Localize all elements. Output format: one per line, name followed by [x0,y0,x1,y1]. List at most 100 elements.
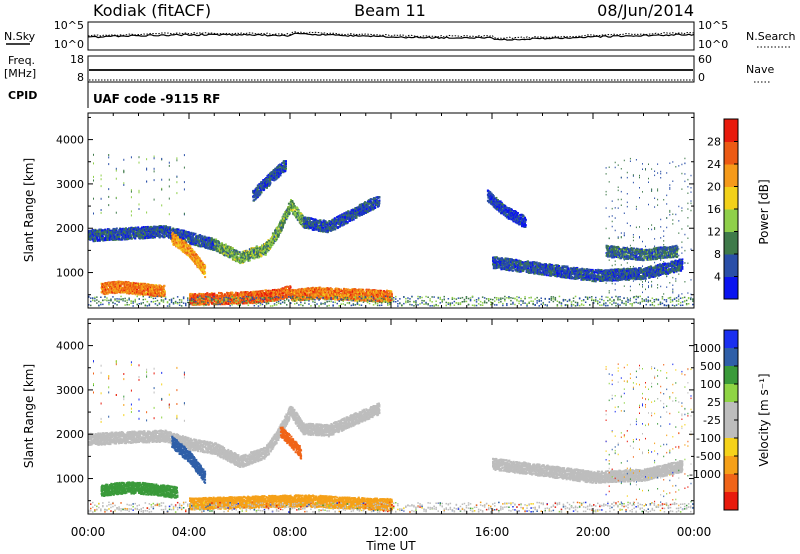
scatter-cell-0 [153,225,156,228]
scatter-cell-5 [112,283,115,286]
scatter-cell-0 [167,235,170,237]
scatter-cell-2 [362,209,365,212]
scatter-cell-1 [253,257,256,260]
scatter-cell-2 [370,198,372,201]
scatter-cell-0 [129,232,132,235]
scatter-cell-2 [308,219,311,222]
scatter-cell-1 [275,232,278,235]
scatter-cell-2 [320,224,323,226]
scatter-cell-6 [205,293,207,296]
scatter-cell-5 [138,288,141,291]
scatter-cell-4 [184,241,187,244]
scatter-cell-1 [235,260,238,263]
scatter-cell-2 [321,226,324,229]
scatter-cell-4 [200,260,203,263]
scatter-cell-6 [207,297,210,300]
scatter-cell-1 [238,256,241,259]
scatter-cell-4 [189,245,192,248]
scatter-cell-1 [235,254,238,257]
scatter-cell-1 [258,256,260,259]
scatter-cell-0 [145,230,148,233]
scatter-cell-2 [360,204,363,207]
scatter-cell-5 [101,291,103,294]
scatter-cell-4 [178,244,181,247]
scatter-cell-6 [195,303,198,306]
scatter-cell-1 [218,242,221,245]
scatter-cell-2 [378,204,380,207]
scatter-cell-1 [223,254,226,257]
cpid-program: UAF code -9115 RF [93,92,220,106]
scatter-cell-1 [271,236,274,239]
scatter-cell-3 [281,170,284,173]
scatter-cell-1 [251,250,254,253]
scatter-cell-1 [269,247,271,250]
scatter-cell-5 [130,286,133,289]
scatter-cell-1 [267,249,270,252]
scatter-cell-2 [322,226,325,229]
scatter-cell-6 [213,294,215,297]
scatter-cell-0 [205,237,208,239]
scatter-cell-1 [274,239,277,242]
scatter-cell-1 [291,210,294,213]
scatter-cell-5 [141,290,144,293]
scatter-cell-1 [294,210,297,212]
scatter-cell-6 [197,299,199,302]
scatter-cell-0 [198,239,201,242]
scatter-cell-3 [259,182,262,185]
scatter-cell-6 [203,303,206,306]
scatter-cell-2 [376,200,379,203]
scatter-cell-0 [147,227,150,230]
scatter-cell-1 [292,202,295,205]
scatter-cell-6 [194,298,197,301]
scatter-cell-3 [282,170,285,173]
scatter-cell-0 [162,226,165,229]
scatter-cell-5 [114,283,117,286]
scatter-cell-4 [180,245,183,248]
scatter-cell-2 [334,228,337,231]
scatter-cell-1 [288,212,291,215]
scatter-cell-6 [192,302,195,305]
scatter-cell-1 [231,251,234,253]
scatter-cell-1 [300,222,303,224]
scatter-cell-1 [255,249,258,252]
scatter-cell-6 [193,296,196,299]
scatter-cell-2 [339,216,342,219]
scatter-cell-2 [332,223,335,226]
scatter-cell-5 [117,287,119,290]
scatter-cell-0 [123,230,126,233]
scatter-cell-1 [281,220,284,223]
scatter-cell-1 [296,207,299,210]
scatter-cell-0 [183,239,186,242]
scatter-cell-0 [103,232,106,235]
nsearch-tick-bottom: 10^0 [698,38,728,51]
scatter-cell-5 [156,293,159,296]
scatter-cell-1 [276,228,279,231]
scatter-cell-1 [268,239,271,242]
scatter-cell-1 [240,256,243,259]
scatter-cell-0 [202,237,204,240]
scatter-cell-4 [193,254,196,257]
scatter-cell-1 [228,249,231,252]
scatter-cell-2 [310,226,313,229]
freq-tick-bottom: 8 [77,71,84,84]
scatter-cell-0 [133,234,135,237]
scatter-cell-0 [118,236,121,238]
scatter-cell-6 [223,293,226,296]
scatter-cell-4 [171,231,174,234]
scatter-cell-2 [319,219,322,222]
scatter-cell-5 [117,285,120,288]
scatter-cell-1 [275,238,278,241]
scatter-cell-0 [93,233,96,236]
scatter-cell-5 [143,293,146,296]
scatter-cell-2 [316,219,319,222]
scatter-cell-2 [345,219,348,222]
scatter-cell-2 [328,226,331,228]
scatter-cell-5 [134,283,137,286]
scatter-cell-2 [333,226,336,229]
scatter-cell-0 [146,232,149,235]
scatter-cell-3 [267,173,270,176]
scatter-cell-4 [175,243,178,246]
scatter-cell-4 [200,265,203,268]
scatter-cell-2 [304,216,307,219]
scatter-cell-1 [231,256,234,259]
